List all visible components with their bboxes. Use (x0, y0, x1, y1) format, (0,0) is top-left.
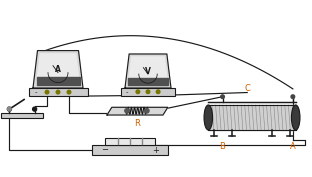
FancyBboxPatch shape (28, 88, 87, 96)
Text: −: − (101, 145, 108, 155)
Polygon shape (208, 105, 296, 130)
Circle shape (146, 90, 150, 94)
Circle shape (125, 109, 129, 113)
Circle shape (67, 90, 71, 94)
Text: +: + (152, 145, 159, 155)
Circle shape (145, 109, 149, 113)
Polygon shape (37, 54, 80, 85)
Text: -: - (126, 89, 129, 95)
Text: V: V (145, 67, 151, 76)
Ellipse shape (204, 105, 212, 130)
Circle shape (32, 107, 37, 111)
FancyBboxPatch shape (121, 88, 175, 96)
Circle shape (7, 107, 12, 111)
Circle shape (156, 90, 160, 94)
Ellipse shape (291, 105, 300, 130)
Text: B: B (220, 142, 226, 152)
Circle shape (7, 107, 11, 111)
Text: A: A (290, 142, 296, 152)
Text: -: - (34, 90, 37, 96)
Polygon shape (125, 54, 171, 88)
Circle shape (136, 90, 140, 94)
FancyBboxPatch shape (1, 113, 43, 118)
Polygon shape (33, 51, 83, 88)
FancyBboxPatch shape (105, 138, 155, 145)
Circle shape (56, 90, 60, 94)
Polygon shape (128, 57, 168, 85)
Text: A: A (55, 65, 61, 74)
Circle shape (221, 95, 224, 98)
Circle shape (45, 90, 49, 94)
Circle shape (291, 95, 295, 98)
Text: R: R (134, 119, 140, 128)
FancyBboxPatch shape (92, 145, 168, 155)
Text: C: C (244, 84, 250, 93)
Polygon shape (128, 78, 168, 85)
Polygon shape (107, 107, 168, 115)
Polygon shape (37, 77, 80, 85)
